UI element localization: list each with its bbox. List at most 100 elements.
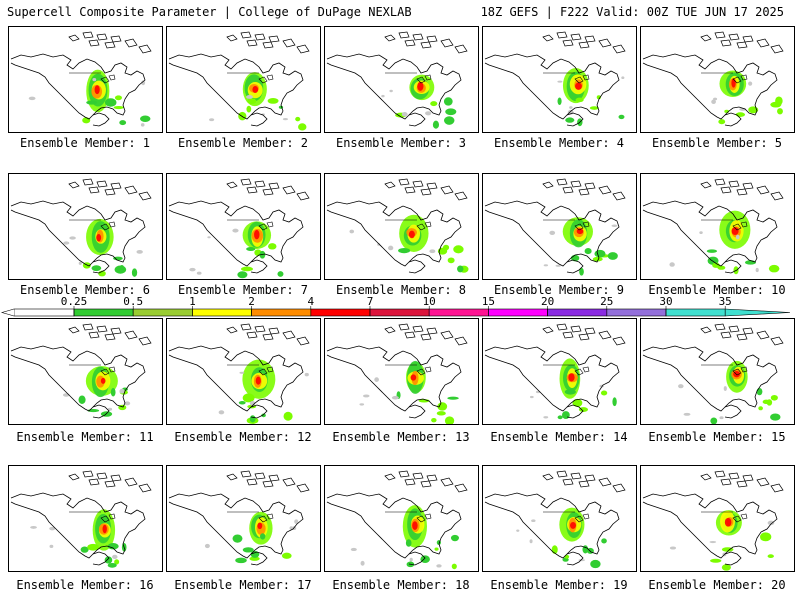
ensemble-map-panel [166, 173, 321, 280]
ensemble-map-panel [324, 173, 479, 280]
scp-field [669, 510, 775, 571]
coastline [642, 345, 778, 412]
colorbar-swatch [606, 308, 667, 317]
colorbar-swatch [251, 308, 312, 317]
ensemble-map-panel [640, 465, 795, 572]
ensemble-map-panel [166, 318, 321, 425]
ensemble-member-label: Ensemble Member: 19 [490, 578, 628, 592]
ensemble-member-label: Ensemble Member: 1 [19, 136, 151, 150]
colorbar-arrow-left [0, 308, 15, 317]
ensemble-member-label: Ensemble Member: 9 [493, 283, 625, 297]
coastline [484, 200, 620, 267]
map-svg [642, 178, 784, 275]
ensemble-member-label: Ensemble Member: 11 [16, 430, 154, 444]
ensemble-member-label: Ensemble Member: 5 [651, 136, 783, 150]
ensemble-map-panel [324, 318, 479, 425]
map-svg [10, 178, 152, 277]
colorbar-swatch [132, 308, 193, 317]
scp-field [189, 221, 284, 279]
colorbar-tick-label: 10 [422, 295, 436, 308]
scp-field [359, 360, 459, 424]
colorbar-tick-label: 20 [540, 295, 555, 308]
coastline [484, 53, 620, 120]
colorbar-swatch [310, 308, 371, 317]
scp-field [30, 509, 127, 568]
scp-field [204, 511, 299, 564]
coastline [326, 492, 462, 559]
coastline [642, 53, 778, 120]
coastline [484, 492, 620, 559]
coastline [168, 53, 304, 120]
ensemble-member-label: Ensemble Member: 10 [648, 283, 786, 297]
map-svg [168, 323, 310, 424]
coastline [484, 345, 620, 412]
colorbar-swatch [73, 308, 134, 317]
map-svg [326, 323, 468, 424]
colorbar-swatch [13, 308, 75, 317]
ensemble-map-panel [482, 318, 637, 425]
ensemble-map-panel [482, 465, 637, 572]
map-svg [484, 323, 626, 420]
ensemble-member-label: Ensemble Member: 16 [16, 578, 154, 592]
ensemble-member-label: Ensemble Member: 3 [335, 136, 467, 150]
ensemble-member-label: Ensemble Member: 13 [332, 430, 470, 444]
ensemble-member-label: Ensemble Member: 4 [493, 136, 625, 150]
colorbar-swatch [192, 308, 252, 317]
map-svg [10, 470, 152, 568]
colorbar-tick-label: 35 [718, 295, 732, 308]
map-svg [484, 31, 626, 127]
scp-field [543, 217, 618, 276]
colorbar-swatch [488, 308, 548, 317]
ensemble-map-panel [640, 318, 795, 425]
colorbar-arrow-right [725, 308, 791, 317]
scp-field [516, 507, 607, 569]
colorbar-tick-label: 2 [248, 295, 255, 308]
ensemble-map-panel [482, 26, 637, 133]
coastline [326, 200, 462, 267]
ensemble-member-label: Ensemble Member: 15 [648, 430, 786, 444]
coastline [10, 345, 146, 412]
scp-field [381, 74, 457, 129]
map-svg [326, 470, 468, 570]
map-svg [326, 178, 469, 274]
map-title: Supercell Composite Parameter | College … [7, 5, 412, 19]
map-svg [326, 31, 468, 129]
ensemble-map-panel [166, 465, 321, 572]
ensemble-map-panel [324, 465, 479, 572]
map-svg [484, 178, 626, 276]
map-svg [168, 178, 310, 279]
ensemble-member-label: Ensemble Member: 2 [177, 136, 309, 150]
ensemble-member-label: Ensemble Member: 7 [177, 283, 309, 297]
ensemble-map-panel [640, 173, 795, 280]
colorbar-tick-label: 0.25 [60, 295, 88, 308]
colorbar-swatch [547, 308, 608, 317]
colorbar-tick-label: 0.5 [123, 295, 144, 308]
scp-field [63, 218, 143, 277]
coastline [168, 200, 304, 267]
coastline [168, 492, 304, 559]
ensemble-member-label: Ensemble Member: 18 [332, 578, 470, 592]
scp-field [678, 360, 781, 424]
map-svg [10, 323, 152, 419]
ensemble-member-label: Ensemble Member: 14 [490, 430, 628, 444]
ensemble-map-panel [324, 26, 479, 133]
colorbar-tick-label: 7 [366, 295, 374, 308]
ensemble-map-panel [8, 318, 163, 425]
colorbar-swatch [369, 308, 430, 317]
map-svg [642, 323, 784, 424]
coastline [642, 492, 778, 559]
ensemble-map-panel [166, 26, 321, 133]
scp-field [529, 358, 617, 420]
map-svg [642, 470, 784, 571]
ensemble-member-label: Ensemble Member: 12 [174, 430, 312, 444]
ensemble-member-label: Ensemble Member: 6 [19, 283, 151, 297]
scp-field [711, 70, 783, 125]
coastline [326, 53, 462, 120]
coastline [326, 345, 462, 412]
map-svg [168, 31, 310, 131]
coastline [10, 492, 146, 559]
scp-field [349, 214, 469, 273]
coastline [168, 345, 304, 412]
ensemble-map-panel [8, 465, 163, 572]
colorbar-tick-label: 25 [600, 295, 614, 308]
